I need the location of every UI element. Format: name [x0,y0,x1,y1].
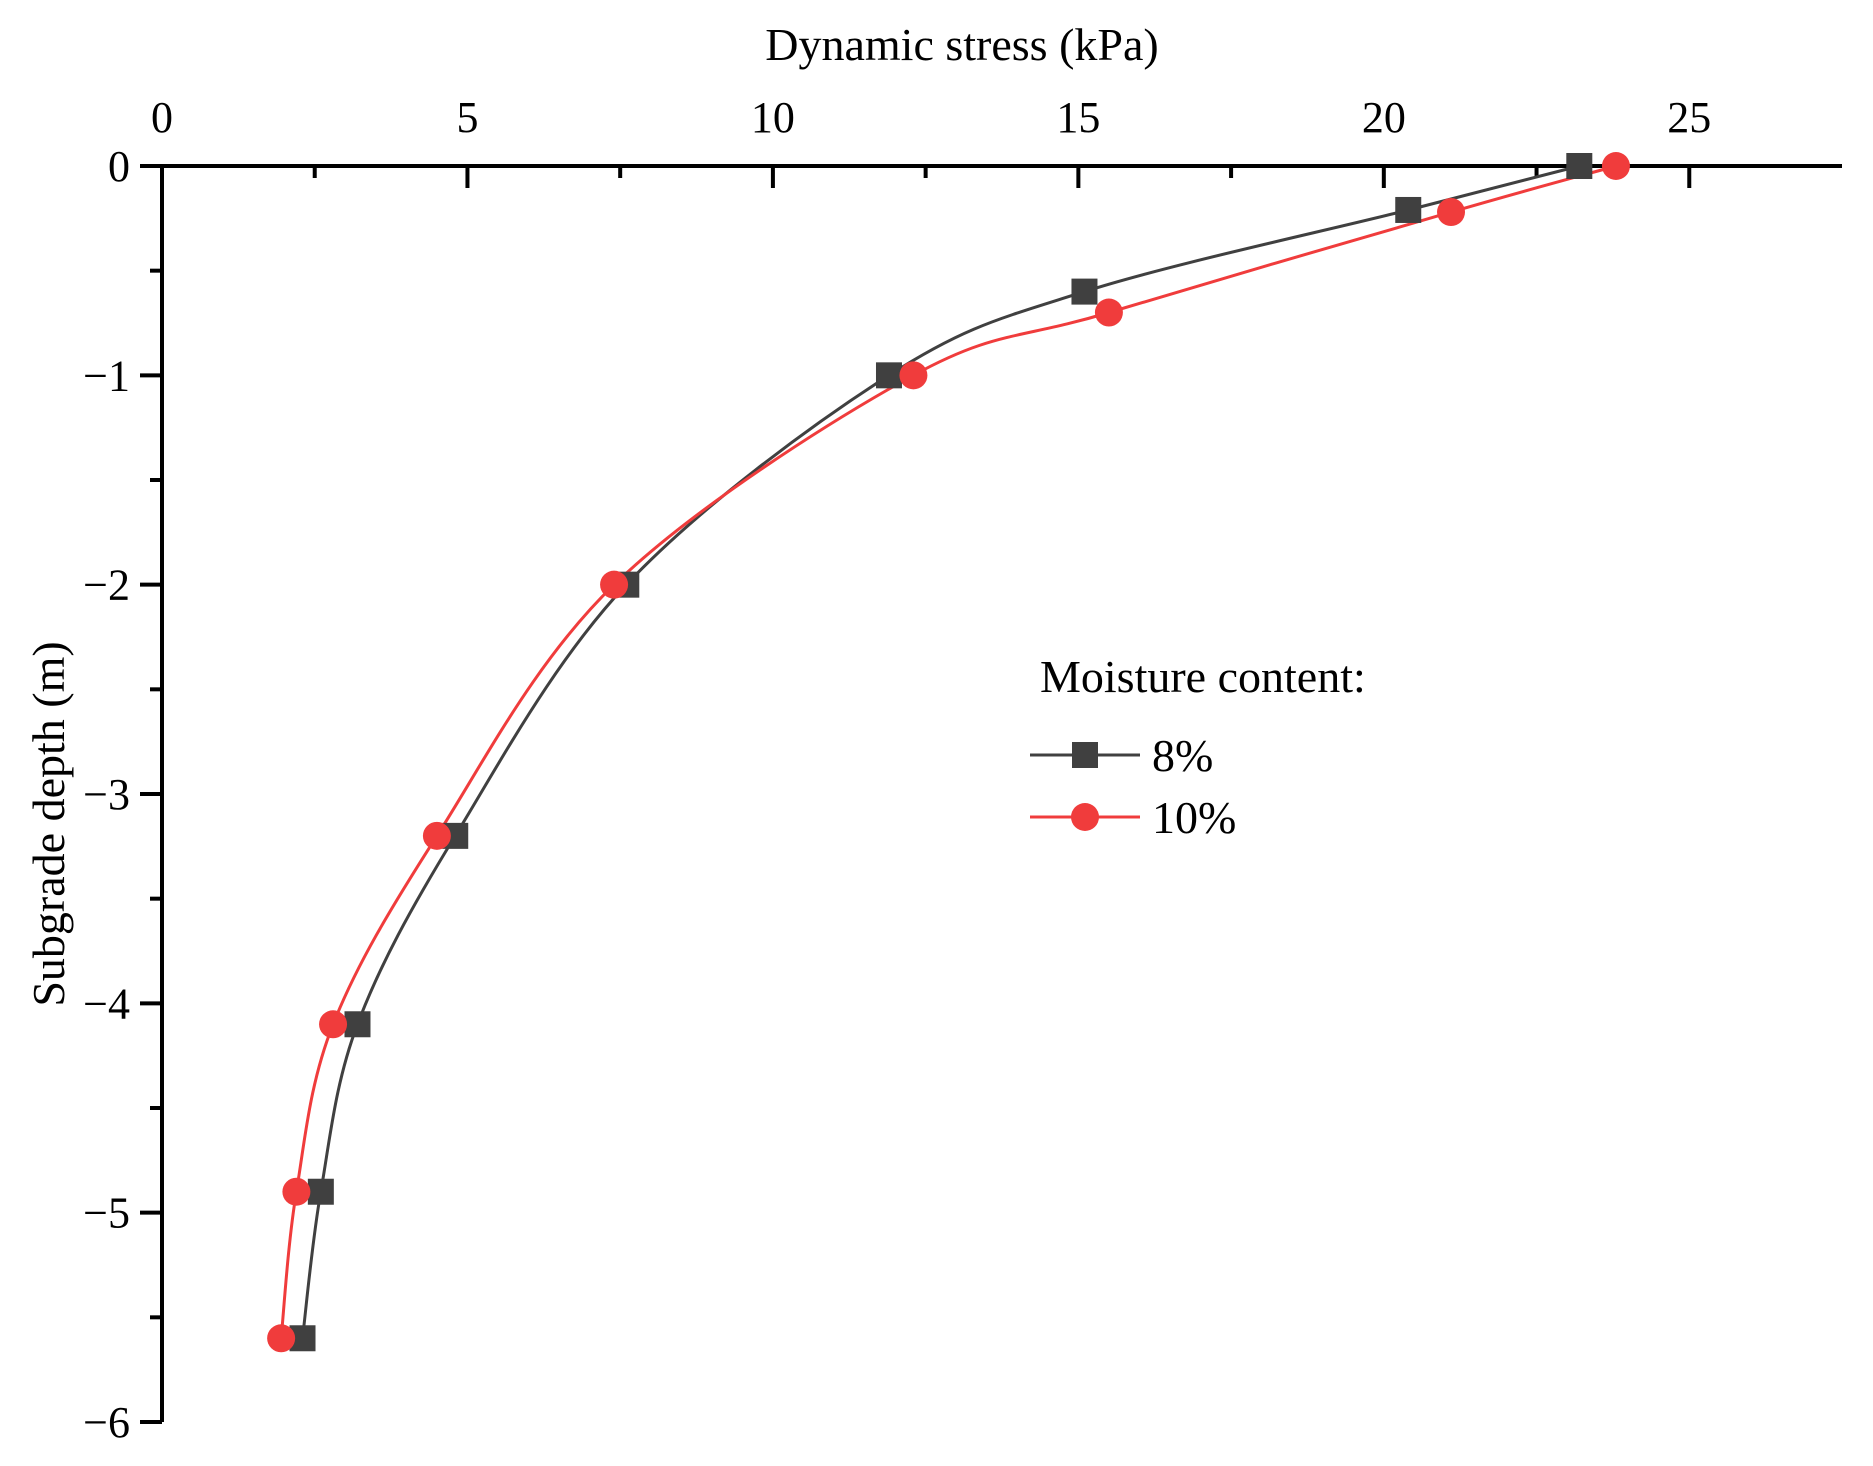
y-ticks: 0 −1 −2 −3 −4 −5 −6 [83,142,162,1447]
data-point-square [344,1011,371,1038]
legend-marker-circle [1071,803,1099,831]
y-tick-label: −3 [83,770,130,819]
y-tick-label: −1 [83,351,130,400]
series-line-0 [301,164,1580,1339]
data-point-circle [282,1177,311,1206]
x-axis-title: Dynamic stress (kPa) [765,19,1158,70]
data-point-square [1395,196,1422,223]
y-tick-label: −4 [83,979,130,1028]
series-line-1 [279,164,1617,1339]
data-point-circle [422,821,451,850]
legend-entries: 8%10% [1030,730,1236,843]
data-point-circle [1437,198,1466,227]
data-point-circle [1601,152,1630,180]
x-tick-label: 25 [1667,93,1711,142]
data-point-square [875,362,902,389]
y-tick-label: 0 [108,142,130,191]
x-tick-label: 20 [1362,93,1406,142]
x-tick-label: 15 [1056,93,1100,142]
y-tick-label: −6 [83,1398,130,1447]
x-tick-label: 0 [151,93,173,142]
y-tick-label: −5 [83,1189,130,1238]
legend: Moisture content: 8%10% [1030,651,1366,843]
data-point-square [307,1178,334,1205]
data-point-circle [899,361,928,390]
y-tick-label: −2 [83,561,130,610]
data-point-square [1071,278,1098,305]
data-point-circle [267,1324,296,1353]
x-tick-label: 5 [456,93,478,142]
x-ticks: 0 5 10 15 20 25 [151,93,1711,188]
axes [160,164,1842,1422]
legend-label: 8% [1152,730,1213,781]
data-point-square [1566,153,1593,179]
legend-marker-square [1072,742,1098,768]
series-markers [267,152,1630,1353]
series-lines [279,164,1617,1339]
data-point-circle [319,1010,348,1039]
data-point-circle [600,570,629,599]
y-axis-title: Subgrade depth (m) [23,641,74,1006]
legend-label: 10% [1152,792,1236,843]
x-tick-label: 10 [751,93,795,142]
data-point-circle [1094,298,1123,327]
legend-title: Moisture content: [1040,651,1366,702]
